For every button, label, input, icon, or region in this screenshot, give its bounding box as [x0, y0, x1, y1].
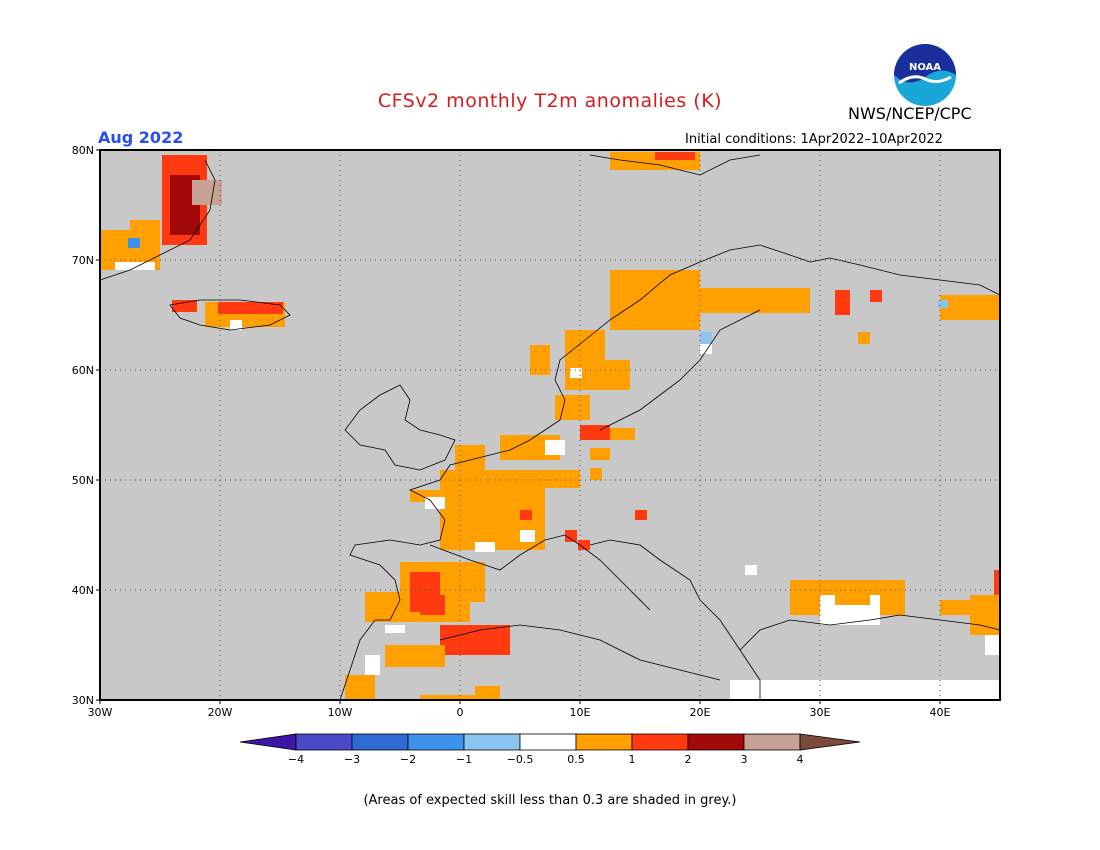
- initial-conditions: Initial conditions: 1Apr2022–10Apr2022: [685, 132, 943, 147]
- lat-label-50n: 50N: [72, 474, 94, 487]
- colorbar-arrow-warm: [799, 733, 861, 751]
- lon-label-10e: 10E: [570, 706, 591, 719]
- colorbar-swatch: [463, 733, 521, 751]
- colorbar-label: −4: [288, 753, 304, 766]
- lon-label-10w: 10W: [328, 706, 353, 719]
- colorbar: [239, 733, 861, 751]
- colorbar-label: 2: [685, 753, 692, 766]
- noaa-logo: NOAA: [893, 43, 957, 107]
- lat-label-60n: 60N: [72, 364, 94, 377]
- colorbar-label: −2: [400, 753, 416, 766]
- lon-label-20e: 20E: [690, 706, 711, 719]
- lat-label-30n: 30N: [72, 694, 94, 707]
- colorbar-swatch: [519, 733, 577, 751]
- lat-label-40n: 40N: [72, 584, 94, 597]
- lon-label-20w: 20W: [208, 706, 233, 719]
- anomaly-map: 80N 70N 60N 50N 40N 30N 30W 20W 10W 0 10…: [72, 144, 1001, 766]
- agency-label: NWS/NCEP/CPC: [848, 104, 972, 123]
- lat-label-70n: 70N: [72, 254, 94, 267]
- colorbar-label: −0.5: [507, 753, 534, 766]
- colorbar-swatch: [631, 733, 689, 751]
- colorbar-label: 0.5: [567, 753, 585, 766]
- colorbar-swatch: [575, 733, 633, 751]
- colorbar-swatch: [351, 733, 409, 751]
- colorbar-swatch: [407, 733, 465, 751]
- forecast-month: Aug 2022: [98, 128, 184, 147]
- map-title: CFSv2 monthly T2m anomalies (K): [377, 90, 723, 112]
- noaa-logo-text: NOAA: [909, 62, 941, 73]
- graticule: [100, 150, 1000, 700]
- colorbar-swatch: [743, 733, 801, 751]
- colorbar-arrow-cold: [239, 733, 297, 751]
- coastlines: [99, 154, 1001, 701]
- lon-label-30w: 30W: [88, 706, 113, 719]
- lon-label-0: 0: [457, 706, 464, 719]
- lat-label-80n: 80N: [72, 144, 94, 157]
- colorbar-label: 1: [629, 753, 636, 766]
- colorbar-swatch: [295, 733, 353, 751]
- skill-footnote: (Areas of expected skill less than 0.3 a…: [363, 793, 737, 808]
- colorbar-label: 4: [797, 753, 804, 766]
- colorbar-label: 3: [741, 753, 748, 766]
- colorbar-label: −1: [456, 753, 472, 766]
- lon-label-30e: 30E: [810, 706, 831, 719]
- lon-label-40e: 40E: [930, 706, 951, 719]
- colorbar-label: −3: [344, 753, 360, 766]
- map-frame: [99, 149, 1001, 701]
- colorbar-swatch: [687, 733, 745, 751]
